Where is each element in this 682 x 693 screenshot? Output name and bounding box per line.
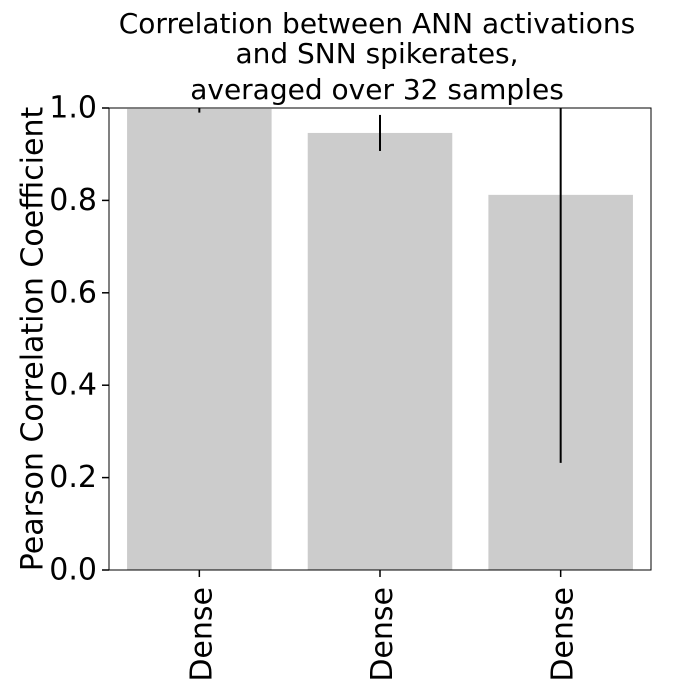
y-tick-label: 0.4 xyxy=(49,368,97,403)
x-tick-label: Dense xyxy=(365,587,400,682)
y-tick-label: 1.0 xyxy=(49,91,97,126)
bar xyxy=(307,132,453,570)
y-axis: 0.0 0.2 0.4 0.6 0.8 1.0 xyxy=(49,91,109,588)
y-tick-label: 0.0 xyxy=(49,553,97,588)
chart-title-line: Correlation between ANN activations xyxy=(119,7,635,40)
y-axis-label: Pearson Correlation Coefficient xyxy=(16,107,51,572)
chart-title-line: and SNN spikerates, xyxy=(235,37,518,70)
bar xyxy=(127,108,272,570)
x-tick-label: Dense xyxy=(184,587,219,682)
y-tick-label: 0.6 xyxy=(49,275,97,310)
chart-title-line: averaged over 32 samples xyxy=(190,73,564,106)
bars xyxy=(127,108,633,570)
error-bars xyxy=(198,108,562,463)
y-tick-label: 0.8 xyxy=(49,183,97,218)
x-tick-label: Dense xyxy=(546,587,581,682)
x-axis: Dense Dense Dense xyxy=(184,570,581,682)
y-tick-label: 0.2 xyxy=(49,460,97,495)
